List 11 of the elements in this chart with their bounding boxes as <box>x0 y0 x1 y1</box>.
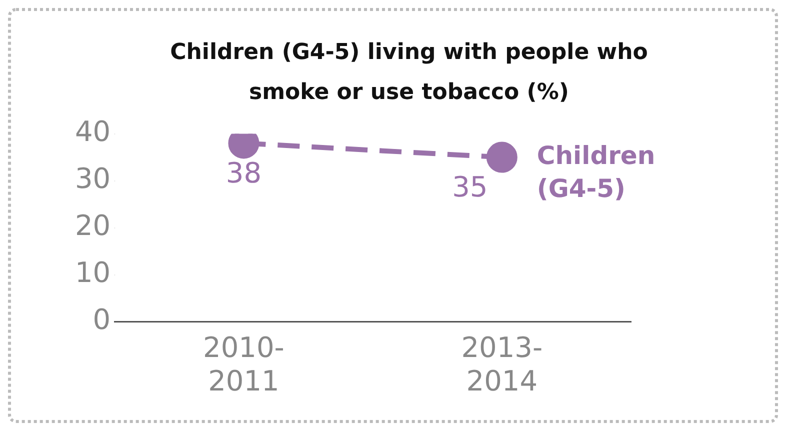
y-tick-label: 0 <box>92 303 111 336</box>
x-tick-label: 2010-2011 <box>203 330 284 398</box>
y-tick-label: 30 <box>74 162 111 196</box>
y-tick-label: 40 <box>74 115 111 148</box>
data-label: 35 <box>452 170 488 204</box>
y-tick-label: 10 <box>74 256 111 290</box>
series-label: Children (G4-5) <box>536 140 656 203</box>
x-tick-label: 2013-2014 <box>461 330 543 398</box>
data-label: 38 <box>226 156 262 190</box>
chart-title: Children (G4-5) living with people who smoke or use tobacco (%) <box>169 39 649 107</box>
y-tick-label: 20 <box>74 209 111 242</box>
